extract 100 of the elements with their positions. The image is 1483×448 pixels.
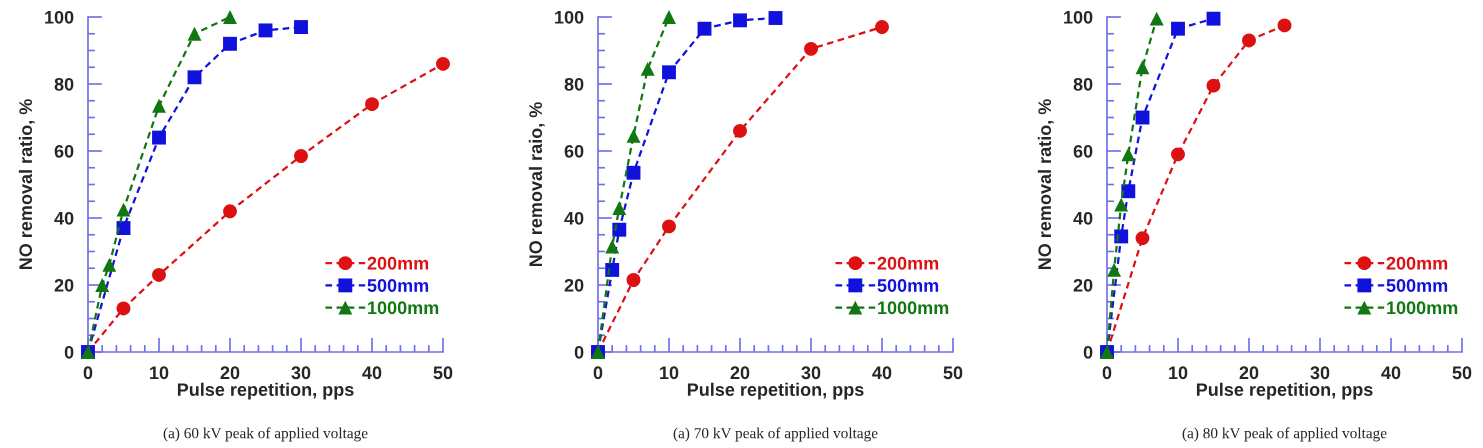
x-tick-label: 0 [593,366,603,380]
point [1107,262,1122,277]
y-tick-label: 100 [1064,10,1093,24]
point [626,165,641,180]
x-tick-label: 0 [1102,366,1112,380]
legend-label: 1000mm [878,301,949,315]
point [640,61,655,76]
point [152,98,166,113]
y-axis-title: NO removal ratio, % [1037,99,1054,270]
y-tick-label: 60 [564,144,584,158]
point [605,239,620,254]
point [223,204,237,219]
point [152,268,166,282]
y-tick-label: 100 [45,10,74,24]
point [1135,231,1150,246]
point [1121,147,1136,162]
y-tick-label: 20 [564,278,584,292]
point [875,20,889,34]
text: (a) 70 kV peak of applied voltage [673,427,878,442]
x-tick-label: 10 [1169,366,1188,380]
point [95,278,110,292]
point [1114,229,1129,244]
y-tick-label: 0 [574,345,584,359]
point [626,128,641,143]
point [1135,60,1150,75]
point [116,301,131,316]
point [365,97,379,112]
point [1171,21,1185,36]
y-tick-label: 0 [1083,345,1093,359]
x-axis-title: Pulse repetition, pps [177,382,354,400]
point [662,219,676,234]
point [605,262,620,277]
point [733,13,747,28]
x-tick-label: 50 [943,366,963,380]
text: (a) 60 kV peak of applied voltage [163,427,368,442]
point [612,201,627,215]
point [1242,33,1256,48]
x-tick-label: 30 [1310,366,1330,380]
x-axis-title: Pulse repetition, pps [1196,382,1373,400]
point [223,36,237,51]
y-tick-label: 80 [54,77,74,91]
x-tick-label: 10 [150,366,169,380]
y-axis-title: NO removal raio, % [528,102,545,267]
point [294,20,308,34]
point [626,273,641,287]
legend-label: 200mm [877,256,939,270]
x-tick-label: 10 [660,366,679,380]
point [804,41,818,56]
x-tick-label: 20 [1239,366,1259,380]
y-tick-label: 0 [64,345,74,359]
legend-label: 200mm [1386,256,1448,270]
legend-label: 1000mm [1387,301,1458,315]
x-tick-label: 40 [362,366,382,380]
legend-label: 500mm [367,279,429,292]
point [1121,184,1136,199]
point [697,21,712,36]
y-tick-label: 20 [1073,278,1093,292]
point [1149,11,1164,26]
point [733,123,747,138]
y-tick-label: 80 [1073,77,1093,91]
y-tick-label: 20 [54,278,74,292]
y-tick-label: 40 [564,211,584,225]
y-tick-label: 60 [1073,144,1093,158]
point [187,26,202,41]
point [768,11,783,25]
point [1206,11,1221,26]
point [1171,147,1185,162]
y-tick-label: 40 [54,211,74,225]
point [1114,197,1129,212]
text: (a) 80 kV peak of applied voltage [1182,427,1387,442]
point [258,23,273,38]
point [294,149,308,163]
point [1206,78,1221,93]
x-tick-label: 30 [291,366,311,380]
point [612,222,627,237]
point [662,65,676,80]
point [152,130,166,145]
x-tick-label: 20 [730,366,750,380]
y-tick-label: 80 [564,77,584,91]
x-tick-label: 20 [220,366,240,380]
x-tick-label: 0 [83,366,93,380]
x-tick-label: 50 [433,366,453,380]
x-tick-label: 40 [872,366,892,380]
legend-label: 1000mm [368,301,439,315]
x-tick-label: 30 [801,366,821,380]
point [102,257,117,272]
y-tick-label: 100 [555,10,584,24]
point [436,56,450,71]
legend-label: 500mm [877,279,939,292]
point [662,10,676,24]
point [187,70,202,85]
point [1277,18,1292,33]
point [116,202,131,217]
point [223,10,237,24]
x-axis-title: Pulse repetition, pps [687,382,864,400]
y-axis-title: NO removal ratio, % [18,99,35,270]
y-tick-label: 60 [54,144,74,158]
legend-label: 500mm [1386,279,1448,292]
y-tick-label: 40 [1073,211,1093,225]
x-tick-label: 40 [1381,366,1401,380]
